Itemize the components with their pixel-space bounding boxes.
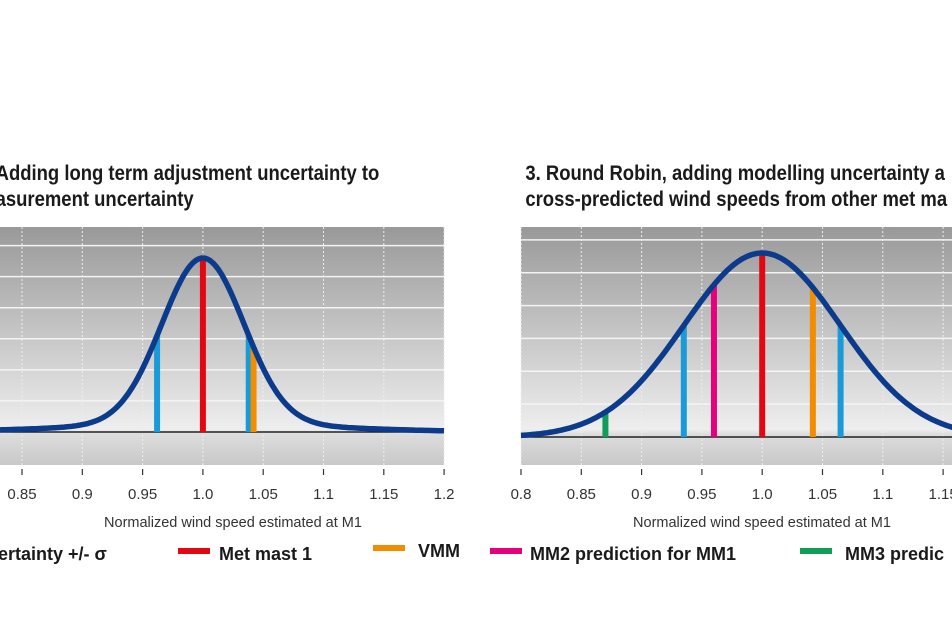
x-tick-label: 0.95 — [128, 486, 157, 503]
x-tick-label: 0.95 — [687, 486, 716, 503]
x-tick-label: 0.85 — [567, 486, 596, 503]
legend-label-mm3: MM3 predic — [845, 544, 944, 564]
chart1-title-line1: Adding long term adjustment uncertainty … — [0, 162, 379, 185]
legend-label-met-mast-1: Met mast 1 — [219, 544, 312, 564]
legend-swatch-met-mast-1 — [178, 548, 210, 554]
x-tick-label: 0.85 — [7, 486, 36, 503]
chart2-x-axis-label: Normalized wind speed estimated at M1 — [633, 515, 891, 531]
x-tick-label: 1.0 — [752, 486, 773, 503]
legend-swatch-mm2 — [490, 548, 522, 554]
legend: ertainty +/- σ Met mast 1 VMM MM2 predic… — [0, 541, 944, 564]
x-tick-label: 1.0 — [192, 486, 213, 503]
distribution-curve — [520, 250, 952, 439]
x-tick-label: 0.9 — [72, 486, 93, 503]
chart1-x-axis-label: Normalized wind speed estimated at M1 — [104, 515, 362, 531]
legend-swatch-vmm — [373, 545, 405, 551]
plot-background — [521, 227, 952, 465]
x-tick-label: 1.15 — [928, 486, 952, 503]
x-tick-label: 1.2 — [434, 486, 455, 503]
legend-label-mm2: MM2 prediction for MM1 — [530, 544, 736, 564]
legend-swatch-mm3 — [800, 548, 832, 554]
x-tick-label: 1.1 — [872, 486, 893, 503]
x-tick-label: 1.15 — [369, 486, 398, 503]
chart1-title-line2: asurement uncertainty — [0, 188, 194, 211]
chart1: 0.85 0.9 0.95 1.0 1.05 1.1 1.15 1.2 — [0, 227, 455, 503]
x-tick-label: 1.1 — [313, 486, 334, 503]
x-tick-label: 0.9 — [631, 486, 652, 503]
chart2-title-line2: cross-predicted wind speeds from other m… — [525, 188, 948, 211]
chart2: 0.8 0.85 0.9 0.95 1.0 1.05 1.1 1.15 — [511, 227, 952, 503]
x-tick-label: 1.05 — [249, 486, 278, 503]
legend-label-uncertainty: ertainty +/- σ — [0, 544, 107, 564]
legend-label-vmm: VMM — [418, 541, 460, 561]
x-tick-label: 1.05 — [808, 486, 837, 503]
x-tick-label: 0.8 — [511, 486, 532, 503]
distribution-curve — [0, 255, 445, 434]
chart2-title-line1: 3. Round Robin, adding modelling uncerta… — [525, 162, 946, 185]
